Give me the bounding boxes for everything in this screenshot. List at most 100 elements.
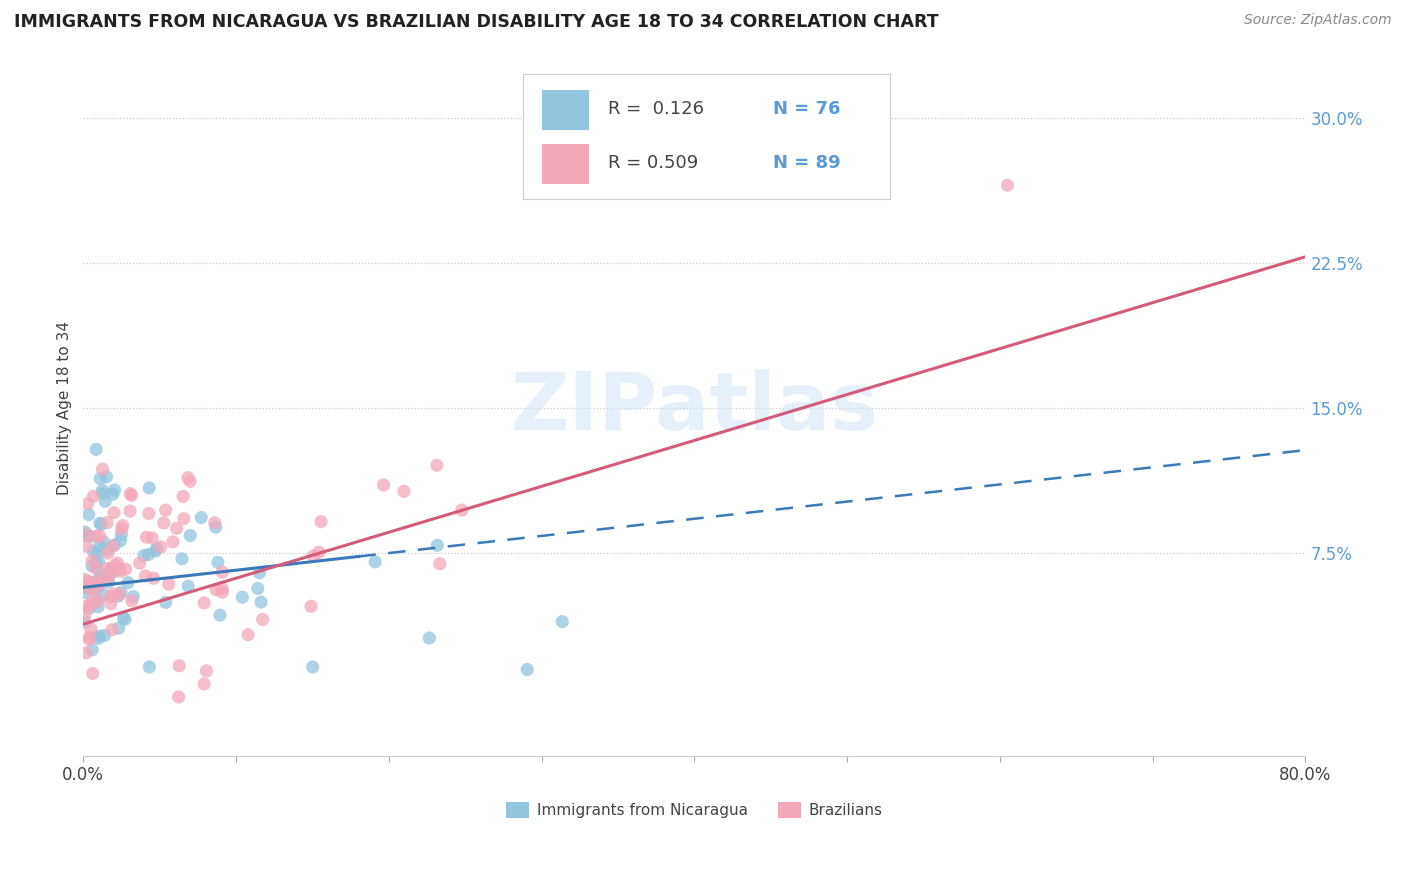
Point (86, 547, 108, 561)
Point (231, 591, 253, 605)
Point (93, 588, 115, 602)
Point (90, 567, 112, 582)
Point (429, 557, 451, 571)
Point (177, 579, 200, 593)
Point (89, 574, 111, 589)
Point (97, 546, 120, 560)
Point (80, 622, 103, 636)
Point (84, 442, 107, 457)
Point (149, 540, 172, 554)
Point (75, 539, 97, 553)
Point (101, 539, 124, 553)
Point (82, 594, 104, 608)
Point (76, 497, 98, 511)
Point (90, 517, 112, 532)
Point (91, 483, 114, 498)
Point (82, 575, 104, 590)
Point (117, 575, 139, 590)
Point (193, 677, 215, 691)
Point (205, 582, 228, 597)
Point (79, 575, 101, 590)
Point (110, 533, 132, 548)
Point (89, 629, 111, 643)
Point (167, 690, 190, 704)
Point (97, 569, 120, 583)
Point (103, 506, 125, 520)
Point (110, 585, 132, 599)
Point (145, 544, 167, 558)
Point (250, 595, 273, 609)
Point (107, 621, 129, 635)
Point (309, 515, 332, 529)
Point (157, 577, 180, 591)
Point (77, 508, 100, 522)
Point (75, 585, 97, 599)
Point (128, 556, 150, 570)
Point (114, 612, 136, 626)
Point (426, 458, 449, 473)
Point (100, 563, 122, 577)
Point (110, 565, 132, 579)
Point (96, 516, 118, 530)
Point (89, 472, 111, 486)
Point (204, 520, 226, 534)
Point (138, 548, 160, 562)
Point (301, 660, 323, 674)
Point (76, 528, 98, 542)
Point (97, 561, 120, 575)
Point (89, 516, 111, 531)
Point (84, 561, 107, 575)
Point (364, 555, 387, 569)
Point (89, 576, 111, 591)
Text: IMMIGRANTS FROM NICARAGUA VS BRAZILIAN DISABILITY AGE 18 TO 34 CORRELATION CHART: IMMIGRANTS FROM NICARAGUA VS BRAZILIAN D… (14, 13, 939, 31)
Point (80, 558, 103, 573)
Point (236, 628, 259, 642)
Point (84, 556, 107, 570)
Point (75, 646, 97, 660)
Point (79, 582, 101, 596)
Text: Source: ZipAtlas.com: Source: ZipAtlas.com (1244, 13, 1392, 28)
Point (96, 543, 118, 558)
Point (80, 599, 103, 613)
Point (190, 510, 212, 524)
Point (86, 577, 108, 591)
Point (96, 470, 118, 484)
Point (104, 558, 127, 573)
Point (91, 462, 114, 476)
Point (167, 658, 190, 673)
Point (426, 538, 449, 552)
Point (82, 643, 104, 657)
Point (82, 666, 104, 681)
Point (90, 568, 112, 582)
Point (121, 488, 143, 502)
Point (73, 573, 96, 587)
Point (114, 562, 136, 576)
Point (87, 580, 110, 594)
Point (104, 538, 127, 552)
Point (103, 587, 125, 601)
Point (207, 555, 229, 569)
Point (79, 581, 101, 595)
Point (997, 178, 1019, 193)
Point (82, 554, 104, 568)
Point (211, 582, 233, 596)
Point (179, 528, 201, 542)
Point (111, 522, 134, 536)
Point (89, 538, 111, 552)
Point (101, 487, 124, 501)
Point (152, 516, 174, 530)
Point (87, 599, 110, 614)
Point (84, 595, 107, 609)
Point (84, 583, 107, 598)
Point (166, 521, 188, 535)
Point (195, 664, 218, 678)
Point (252, 612, 274, 626)
Point (76, 528, 98, 542)
Point (141, 531, 163, 545)
Point (108, 562, 131, 576)
Point (211, 585, 233, 599)
Point (87, 555, 110, 569)
Point (84, 582, 107, 597)
Point (392, 484, 415, 499)
Point (73, 615, 96, 629)
